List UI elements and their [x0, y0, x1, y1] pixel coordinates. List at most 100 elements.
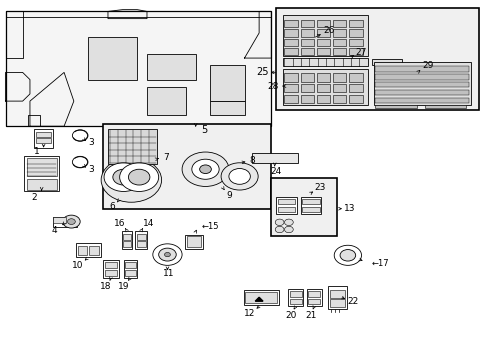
- Bar: [36, 132, 51, 136]
- Polygon shape: [5, 12, 22, 58]
- Bar: [276, 197, 296, 214]
- Bar: [348, 48, 362, 55]
- Bar: [76, 243, 101, 257]
- Bar: [348, 30, 362, 37]
- Bar: [316, 30, 330, 37]
- Bar: [5, 12, 271, 126]
- Text: 1: 1: [34, 147, 40, 156]
- Bar: [374, 66, 468, 72]
- Bar: [88, 37, 137, 80]
- Bar: [348, 84, 362, 93]
- Bar: [108, 129, 157, 164]
- Text: 9: 9: [225, 190, 231, 199]
- Text: 6: 6: [109, 202, 115, 211]
- Polygon shape: [244, 12, 271, 58]
- Text: 4: 4: [51, 226, 57, 235]
- Bar: [36, 138, 51, 143]
- Bar: [302, 207, 319, 212]
- Bar: [288, 289, 303, 306]
- Text: ←17: ←17: [370, 259, 388, 268]
- Text: 26: 26: [323, 26, 334, 35]
- Text: 19: 19: [118, 282, 129, 291]
- Bar: [306, 289, 321, 306]
- Bar: [243, 290, 278, 305]
- Text: 18: 18: [100, 282, 112, 291]
- Bar: [348, 20, 362, 27]
- Bar: [24, 156, 59, 192]
- Bar: [123, 260, 137, 278]
- Bar: [300, 30, 314, 37]
- Bar: [332, 20, 346, 27]
- Bar: [26, 158, 57, 176]
- Text: ←15: ←15: [202, 222, 219, 231]
- Bar: [289, 299, 301, 305]
- Bar: [125, 270, 136, 276]
- Polygon shape: [30, 72, 74, 126]
- Bar: [316, 95, 330, 103]
- Text: 8: 8: [249, 156, 255, 165]
- Bar: [424, 105, 466, 108]
- Text: 3: 3: [88, 138, 94, 147]
- Circle shape: [228, 168, 250, 184]
- Bar: [282, 58, 367, 66]
- Polygon shape: [5, 72, 30, 101]
- Bar: [277, 199, 295, 204]
- Bar: [308, 299, 320, 305]
- Bar: [374, 105, 416, 108]
- Text: 14: 14: [143, 219, 154, 228]
- Circle shape: [284, 219, 293, 226]
- Bar: [53, 217, 77, 226]
- Text: 21: 21: [305, 311, 316, 320]
- Circle shape: [72, 130, 88, 141]
- Polygon shape: [5, 116, 40, 126]
- Text: 11: 11: [163, 269, 174, 278]
- Bar: [282, 69, 367, 105]
- Text: 12: 12: [243, 309, 255, 318]
- Bar: [245, 292, 276, 303]
- Bar: [300, 39, 314, 46]
- Bar: [302, 199, 319, 204]
- Bar: [210, 65, 244, 101]
- Circle shape: [67, 219, 75, 225]
- Bar: [184, 234, 202, 249]
- Bar: [300, 84, 314, 93]
- Bar: [284, 73, 298, 82]
- Bar: [34, 129, 53, 148]
- Bar: [374, 82, 468, 87]
- Polygon shape: [108, 10, 147, 19]
- Bar: [348, 73, 362, 82]
- Circle shape: [221, 163, 258, 190]
- Bar: [289, 291, 301, 297]
- Bar: [374, 74, 468, 80]
- Circle shape: [153, 244, 182, 265]
- Bar: [147, 87, 185, 116]
- Bar: [135, 231, 147, 249]
- Circle shape: [120, 163, 158, 192]
- Bar: [329, 290, 345, 298]
- Bar: [103, 125, 271, 209]
- Bar: [137, 234, 145, 239]
- Circle shape: [62, 215, 80, 228]
- Circle shape: [72, 156, 88, 168]
- Bar: [78, 246, 87, 255]
- Bar: [374, 98, 468, 103]
- Circle shape: [339, 249, 355, 261]
- Bar: [300, 73, 314, 82]
- Circle shape: [182, 152, 228, 186]
- Bar: [316, 39, 330, 46]
- Bar: [125, 262, 136, 268]
- Bar: [284, 84, 298, 93]
- Bar: [277, 207, 295, 212]
- Bar: [329, 300, 345, 307]
- Bar: [284, 95, 298, 103]
- Bar: [373, 62, 470, 105]
- Bar: [284, 48, 298, 55]
- Bar: [348, 39, 362, 46]
- Bar: [123, 234, 131, 239]
- Bar: [284, 20, 298, 27]
- Bar: [147, 54, 195, 80]
- Bar: [300, 197, 321, 214]
- Bar: [300, 48, 314, 55]
- Bar: [103, 260, 119, 278]
- Circle shape: [191, 159, 219, 179]
